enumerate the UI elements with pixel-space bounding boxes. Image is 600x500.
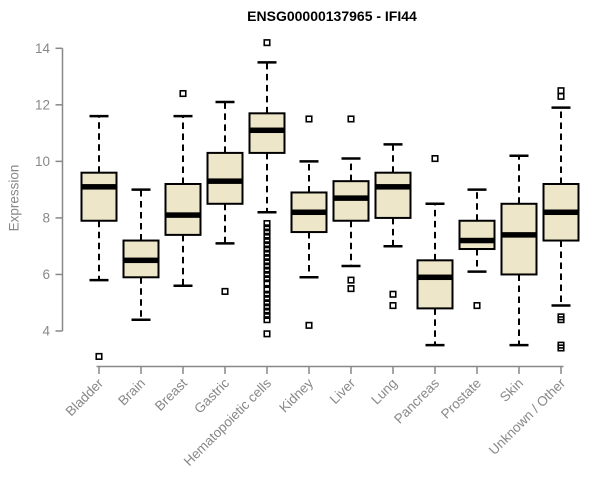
outlier-point-hematopoietic-cells bbox=[263, 266, 271, 274]
median-line-pancreas bbox=[417, 274, 453, 281]
outlier-point-breast bbox=[179, 89, 187, 98]
outlier-point-unknown-other bbox=[557, 87, 565, 95]
outlier-point-hematopoietic-cells bbox=[263, 245, 271, 253]
y-tick-label: 10 bbox=[35, 154, 50, 169]
median-line-breast bbox=[165, 212, 201, 218]
outlier-point-hematopoietic-cells bbox=[263, 275, 271, 283]
outlier-point-hematopoietic-cells bbox=[263, 316, 271, 324]
x-tick-label: Breast bbox=[152, 375, 190, 413]
chart-title: ENSG00000137965 - IFI44 bbox=[247, 8, 417, 24]
outlier-point-liver bbox=[347, 115, 355, 123]
outlier-point-hematopoietic-cells bbox=[263, 262, 271, 270]
x-tick-label: Liver bbox=[327, 375, 359, 407]
x-tick-label: Lung bbox=[368, 376, 400, 408]
median-line-kidney bbox=[291, 209, 327, 216]
outlier-point-unknown-other bbox=[557, 92, 565, 100]
outlier-point-hematopoietic-cells bbox=[263, 241, 271, 249]
y-tick-label: 8 bbox=[42, 210, 50, 225]
outlier-point-hematopoietic-cells bbox=[263, 258, 271, 266]
x-tick-label: Bladder bbox=[63, 375, 107, 419]
outlier-point-hematopoietic-cells bbox=[263, 290, 271, 298]
outlier-point-kidney bbox=[305, 115, 313, 123]
y-tick-label: 14 bbox=[35, 41, 51, 56]
outlier-point-hematopoietic-cells bbox=[263, 224, 271, 232]
outlier-point-hematopoietic-cells bbox=[263, 279, 271, 287]
median-line-lung bbox=[375, 184, 411, 190]
median-line-unknown-other bbox=[543, 209, 579, 216]
outlier-point-liver bbox=[347, 285, 355, 293]
y-tick-label: 12 bbox=[35, 97, 50, 112]
outlier-point-hematopoietic-cells bbox=[263, 253, 271, 262]
median-line-skin bbox=[501, 232, 537, 238]
outlier-point-hematopoietic-cells bbox=[263, 220, 271, 228]
outlier-point-hematopoietic-cells bbox=[263, 311, 271, 320]
median-line-prostate bbox=[459, 237, 495, 244]
outlier-point-pancreas bbox=[431, 155, 439, 163]
outlier-point-hematopoietic-cells bbox=[263, 294, 271, 303]
outlier-point-hematopoietic-cells bbox=[263, 286, 271, 294]
outlier-point-hematopoietic-cells bbox=[263, 270, 271, 279]
median-line-liver bbox=[333, 195, 369, 201]
outlier-point-hematopoietic-cells bbox=[263, 236, 271, 245]
outlier-point-hematopoietic-cells bbox=[263, 299, 271, 307]
box-pancreas bbox=[416, 259, 454, 310]
outlier-point-lung bbox=[389, 290, 397, 298]
outlier-point-unknown-other bbox=[557, 344, 565, 352]
median-line-gastric bbox=[207, 178, 243, 184]
box-bladder bbox=[80, 171, 118, 222]
median-line-bladder bbox=[81, 184, 117, 190]
outlier-point-hematopoietic-cells bbox=[263, 307, 271, 315]
box-lung bbox=[374, 171, 412, 219]
outlier-point-hematopoietic-cells bbox=[263, 330, 271, 338]
outlier-point-bladder bbox=[95, 352, 103, 360]
x-tick-label: Kidney bbox=[276, 375, 316, 415]
x-tick-label: Prostate bbox=[438, 376, 484, 422]
x-tick-label: Brain bbox=[115, 376, 148, 409]
outlier-point-kidney bbox=[305, 321, 313, 329]
outlier-point-hematopoietic-cells bbox=[263, 303, 271, 311]
outlier-point-hematopoietic-cells bbox=[263, 228, 271, 236]
outlier-point-lung bbox=[389, 302, 397, 310]
x-tick-label: Pancreas bbox=[391, 375, 442, 426]
outlier-point-hematopoietic-cells bbox=[263, 39, 271, 47]
box-skin bbox=[500, 202, 538, 276]
box-gastric bbox=[206, 151, 244, 205]
outlier-point-gastric bbox=[221, 287, 229, 295]
median-line-hematopoietic-cells bbox=[249, 127, 285, 134]
x-tick-label: Gastric bbox=[191, 375, 232, 416]
x-tick-label: Skin bbox=[497, 376, 526, 405]
y-tick-label: 6 bbox=[42, 267, 50, 282]
outlier-point-hematopoietic-cells bbox=[263, 232, 271, 240]
x-tick-label: Unknown / Other bbox=[486, 375, 569, 458]
box-hematopoietic-cells bbox=[248, 112, 286, 154]
box-prostate bbox=[458, 219, 496, 251]
outlier-point-hematopoietic-cells bbox=[263, 249, 271, 257]
box-liver bbox=[332, 180, 370, 222]
outlier-point-liver bbox=[347, 276, 355, 284]
outlier-point-unknown-other bbox=[557, 316, 565, 324]
box-breast bbox=[164, 182, 202, 236]
y-tick-label: 4 bbox=[42, 324, 50, 339]
median-line-brain bbox=[123, 257, 159, 264]
outlier-point-prostate bbox=[473, 302, 481, 310]
